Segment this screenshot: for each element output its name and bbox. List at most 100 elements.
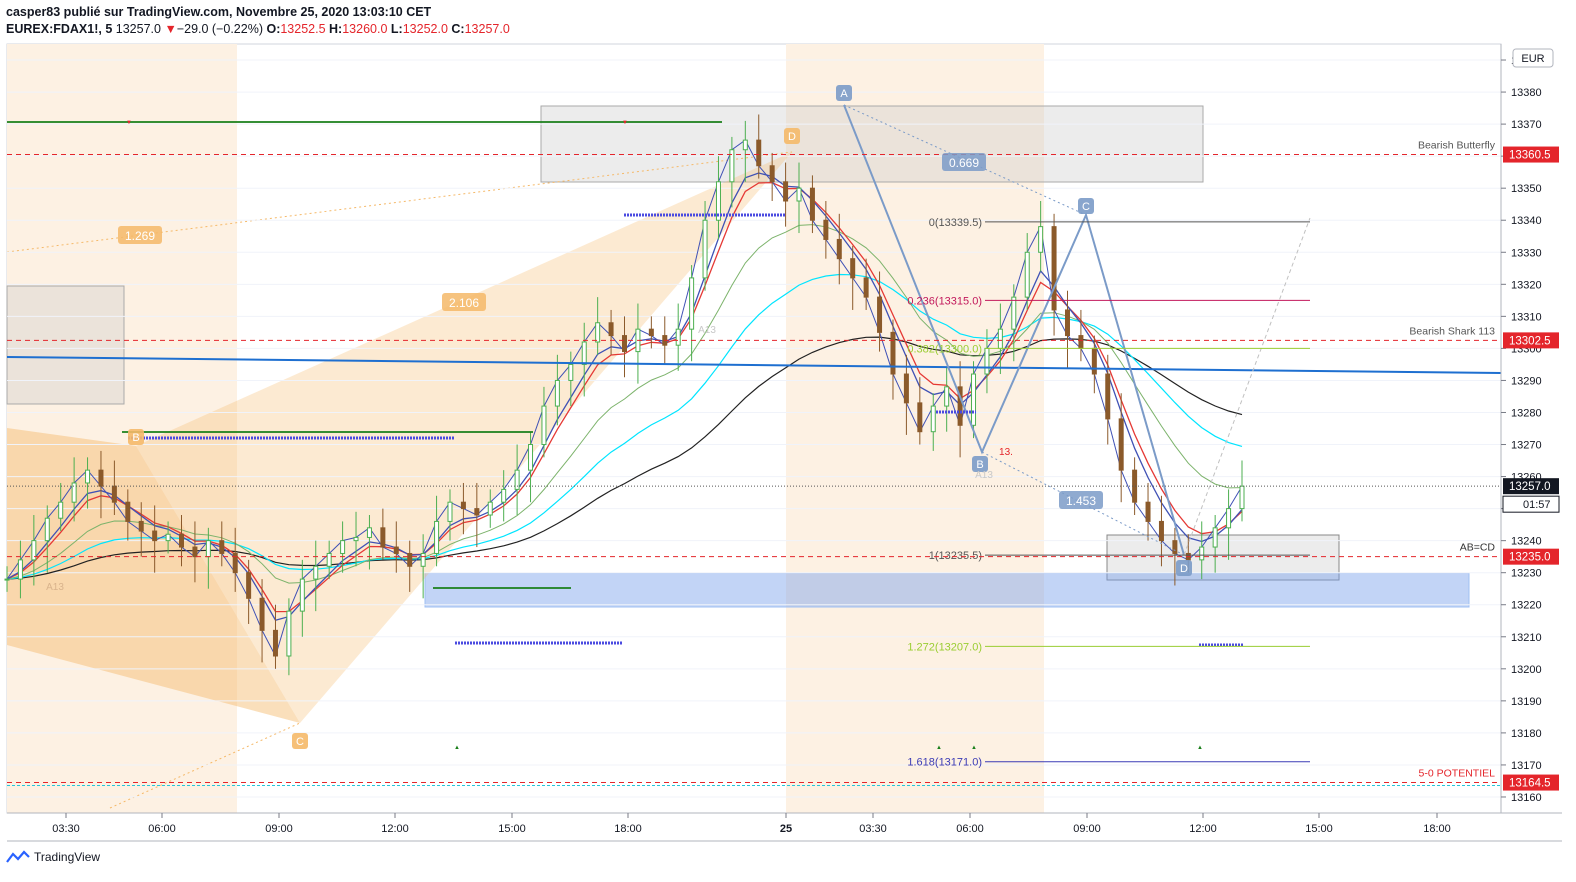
signal-marker: ▲ xyxy=(971,745,977,751)
candle-body xyxy=(407,552,413,567)
last-price: 13257.0 xyxy=(115,22,161,36)
low-label: L: xyxy=(390,22,403,36)
candle-body xyxy=(31,540,37,561)
footer-brand[interactable]: TradingView xyxy=(6,850,100,864)
candle-body xyxy=(528,444,534,471)
candle-body xyxy=(286,610,292,657)
price-tick-label: 13160 xyxy=(1511,792,1542,804)
ma-cyan xyxy=(6,273,1243,580)
price-tick-label: 13210 xyxy=(1511,632,1542,644)
pattern-dotted-line xyxy=(843,104,1087,216)
candle-body xyxy=(259,597,265,631)
candle-body xyxy=(1064,309,1070,337)
countdown-box xyxy=(1502,495,1560,513)
supply-zone xyxy=(540,105,1204,183)
currency-badge xyxy=(1512,48,1554,68)
level-annotation: AB=CD xyxy=(1460,542,1496,554)
pattern-point-marker xyxy=(972,456,988,472)
candle-body xyxy=(165,533,171,542)
fib-label: 1(13235.5) xyxy=(929,550,982,562)
ratio-box xyxy=(442,293,486,311)
ratio-box xyxy=(1059,491,1103,509)
candle-body xyxy=(299,578,305,612)
candle-body xyxy=(125,501,131,522)
candle-body xyxy=(850,258,856,279)
pattern-point-label: A xyxy=(840,88,848,100)
candle-body xyxy=(769,165,775,183)
level-annotation: 5-0 POTENTIEL xyxy=(1419,768,1496,780)
candle-body xyxy=(1078,335,1084,349)
price-tick-label: 13170 xyxy=(1511,760,1542,772)
price-label-box xyxy=(1503,774,1559,791)
level-annotation: Bearish Shark 113 xyxy=(1409,325,1495,337)
publish-line: casper83 publié sur TradingView.com, Nov… xyxy=(6,4,510,21)
candle-body xyxy=(393,546,399,554)
level-annotation: Bearish Butterfly xyxy=(1418,140,1496,152)
candle-body xyxy=(1212,527,1218,548)
candle-body xyxy=(1118,418,1124,471)
session-background xyxy=(7,44,237,813)
price-tick-label: 13380 xyxy=(1511,87,1542,99)
time-tick-label: 18:00 xyxy=(614,823,642,835)
price-label-text: 13164.5 xyxy=(1509,778,1551,790)
footer-brand-label: TradingView xyxy=(34,850,101,864)
candle-body xyxy=(1024,251,1030,298)
signal-marker: ▲ xyxy=(1197,745,1203,751)
candle-body xyxy=(1158,520,1164,542)
small-label: A13 xyxy=(46,582,64,593)
small-label: 13. xyxy=(999,447,1013,458)
ratio-label: 1.269 xyxy=(125,229,155,243)
candle-body xyxy=(930,405,936,433)
candle-body xyxy=(622,335,627,353)
signal-marker: ▼ xyxy=(126,120,132,126)
candle-body xyxy=(138,520,144,532)
candle-body xyxy=(595,322,601,343)
price-label-text: 13235.0 xyxy=(1509,552,1551,564)
candle-body xyxy=(715,181,721,221)
candle-body xyxy=(326,552,332,567)
signal-marker: ▲ xyxy=(454,745,460,751)
time-tick-label: 15:00 xyxy=(1305,823,1333,835)
change-value: −29.0 (−0.22%) xyxy=(176,22,263,36)
candle-body xyxy=(1145,501,1151,522)
fib-label: 1.618(13171.0) xyxy=(907,757,982,769)
price-tick-label: 13190 xyxy=(1511,696,1542,708)
fib-label: 0.382(13300.0) xyxy=(907,343,982,355)
candle-body xyxy=(554,379,560,407)
candle-body xyxy=(313,565,319,580)
symbol-label[interactable]: EUREX:FDAX1!, 5 xyxy=(6,22,113,36)
candle-body xyxy=(917,402,923,433)
candle-body xyxy=(420,552,426,567)
candle-body xyxy=(474,508,480,516)
demand-zone xyxy=(424,572,1470,608)
price-tick-label: 13330 xyxy=(1511,247,1542,259)
candle-body xyxy=(648,328,654,337)
candle-body xyxy=(1091,347,1097,375)
candle-body xyxy=(192,546,198,558)
price-tick-label: 13200 xyxy=(1511,664,1542,676)
candle-body xyxy=(823,219,829,240)
pattern-point-label: C xyxy=(296,736,304,748)
close-label: C: xyxy=(451,22,465,36)
low-value: 13252.0 xyxy=(402,22,448,36)
candle-body xyxy=(44,517,50,542)
candle-body xyxy=(380,527,386,548)
price-label-text: 13257.0 xyxy=(1509,481,1551,493)
candle-body xyxy=(71,482,77,503)
pattern-point-marker xyxy=(1078,198,1094,214)
pattern-point-label: B xyxy=(132,432,139,444)
candle-body xyxy=(783,181,789,202)
time-tick-label: 15:00 xyxy=(498,823,526,835)
session-background xyxy=(786,44,1044,813)
ma-green xyxy=(6,224,1243,584)
pattern-point-marker xyxy=(1176,560,1192,576)
candle-body xyxy=(152,530,158,542)
price-tick-label: 13290 xyxy=(1511,375,1542,387)
price-tick-label: 13180 xyxy=(1511,728,1542,740)
gray-zone xyxy=(6,285,125,405)
candle-body xyxy=(4,578,10,581)
candle-body xyxy=(675,328,681,346)
ratio-label: 2.106 xyxy=(449,296,479,310)
ratio-box xyxy=(942,153,986,171)
